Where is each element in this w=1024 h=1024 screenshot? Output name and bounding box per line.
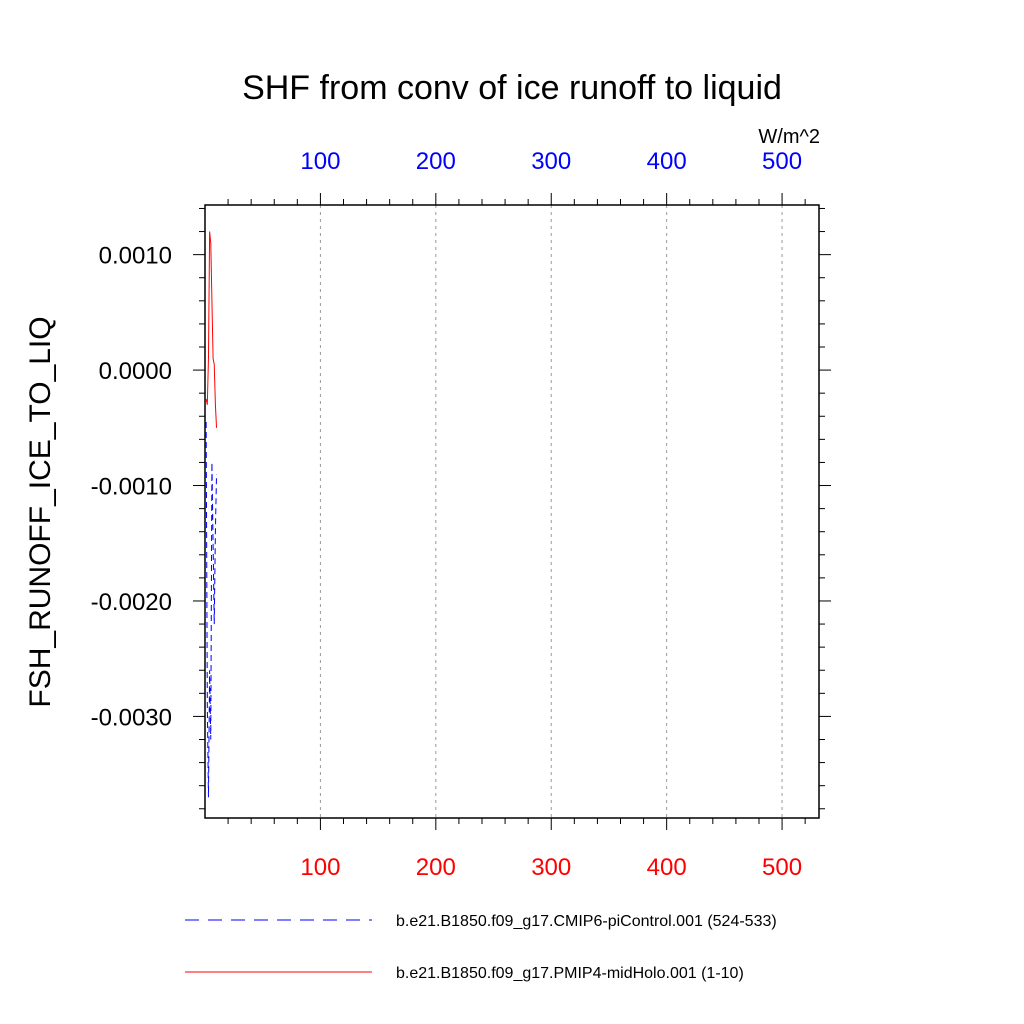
series-line-piControl bbox=[205, 422, 218, 798]
y-tick-label: 0.0000 bbox=[99, 358, 172, 385]
bottom-x-tick-label: 200 bbox=[416, 854, 456, 881]
bottom-x-tick-label: 400 bbox=[647, 854, 687, 881]
grid-lines bbox=[319, 205, 783, 818]
y-axis-title: FSH_RUNOFF_ICE_TO_LIQ bbox=[24, 316, 57, 707]
top-x-tick-label: 500 bbox=[762, 148, 802, 175]
top-x-tick-label: 400 bbox=[647, 148, 687, 175]
y-tick-label: -0.0030 bbox=[91, 704, 172, 731]
plot-frame bbox=[204, 204, 820, 819]
bottom-x-tick-label: 100 bbox=[300, 854, 340, 881]
y-tick-label: 0.0010 bbox=[99, 243, 172, 270]
top-x-tick-label: 300 bbox=[531, 148, 571, 175]
y-tick-label: -0.0010 bbox=[91, 474, 172, 501]
legend-label: b.e21.B1850.f09_g17.CMIP6-piControl.001 … bbox=[396, 913, 777, 930]
tick-labels: 100 200 300 400 500 100 200 300 400 500 0.0010 0.00… bbox=[91, 148, 802, 881]
top-x-tick-label: 100 bbox=[300, 148, 340, 175]
chart-title: SHF from conv of ice runoff to liquid bbox=[242, 69, 782, 107]
legend: b.e21.B1850.f09_g17.CMIP6-piControl.001 … bbox=[185, 913, 777, 982]
top-x-tick-label: 200 bbox=[416, 148, 456, 175]
series-line-midHolo bbox=[205, 231, 218, 428]
tick-marks bbox=[193, 193, 831, 830]
units-label: W/m^2 bbox=[758, 126, 820, 148]
legend-label: b.e21.B1850.f09_g17.PMIP4-midHolo.001 (1… bbox=[396, 965, 744, 982]
bottom-x-tick-label: 300 bbox=[531, 854, 571, 881]
series-layer bbox=[205, 231, 218, 798]
bottom-x-tick-label: 500 bbox=[762, 854, 802, 881]
y-tick-label: -0.0020 bbox=[91, 589, 172, 616]
